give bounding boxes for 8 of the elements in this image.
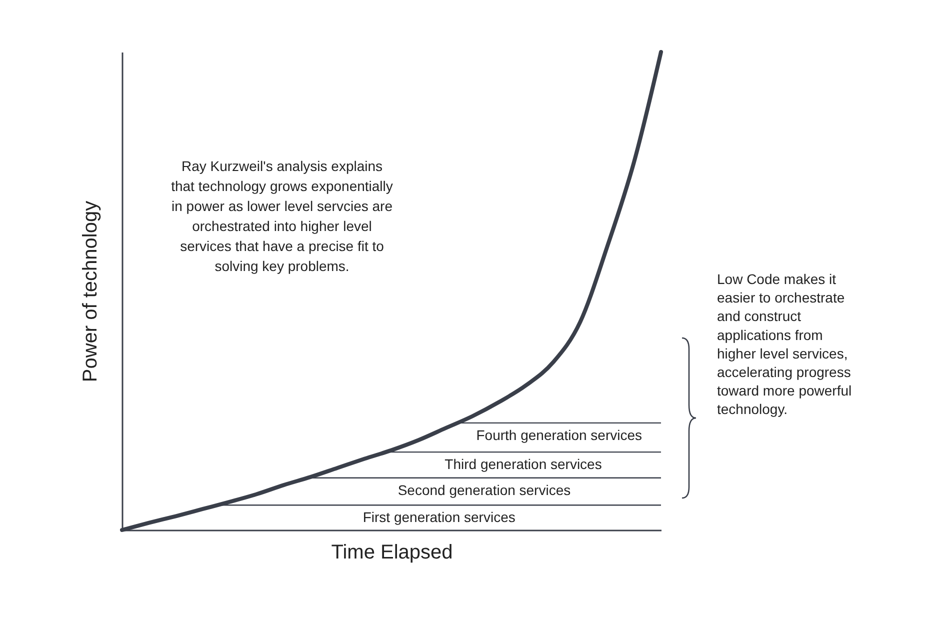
annotation: Ray Kurzweil's analysis explains that technology grows exponentially in power as lower level servcies are orchestrated into higher level services that have a precise fit to solving key problems.: [171, 158, 393, 274]
ref-line-label: Second generation services: [398, 482, 571, 498]
y-axis-title: Power of technology: [80, 200, 102, 382]
ref-line-label: First generation services: [362, 509, 516, 526]
ref-line-label: Third generation services: [444, 456, 602, 472]
x-axis-title: Time Elapsed: [331, 542, 453, 564]
ref-line-label: Fourth generation services: [476, 426, 642, 443]
text: Low Code makes it easier to orchestrate and construct applications from higher level services, accelerating progress toward more powerful technology.: [717, 271, 852, 418]
